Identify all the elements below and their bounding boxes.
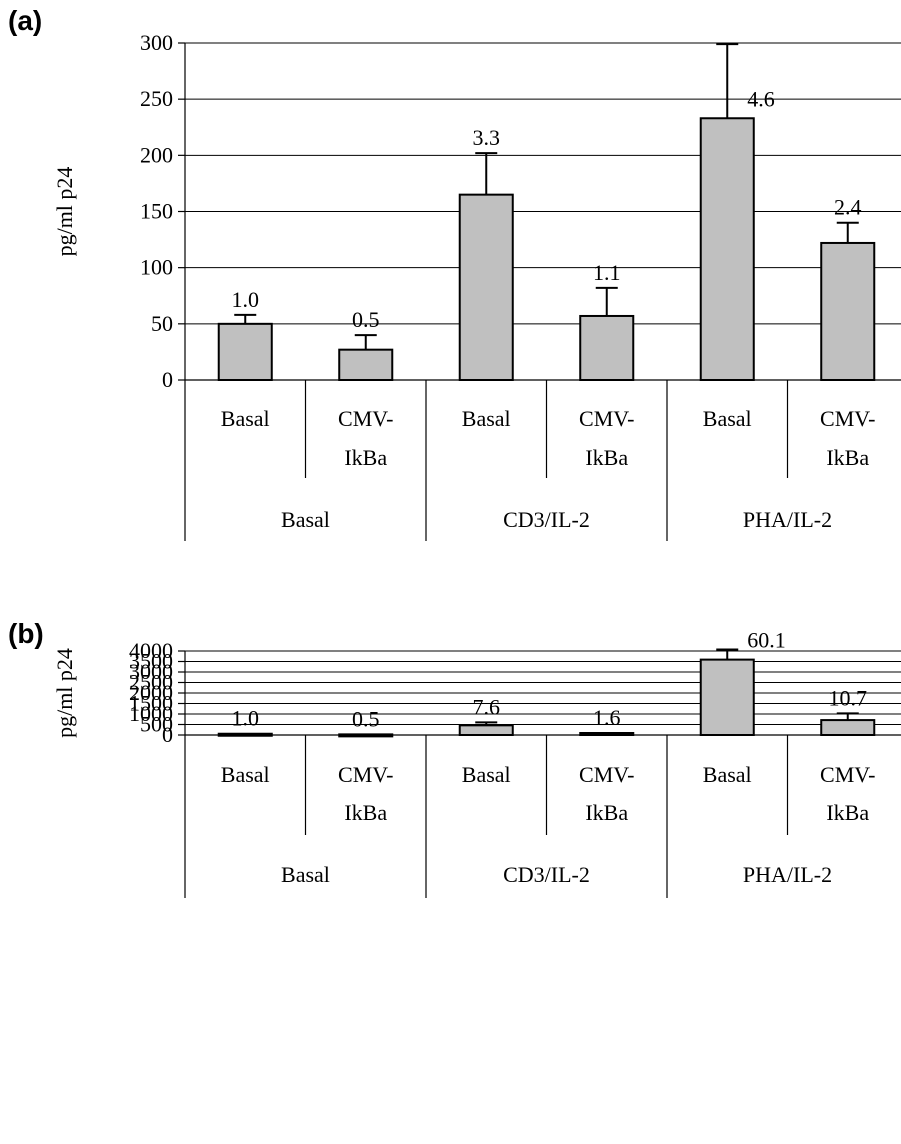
group-label: CD3/IL-2 [503,862,590,887]
bar [699,117,755,381]
bar [699,658,755,736]
bar [579,314,635,381]
category-label: IkBa [344,800,387,825]
bar [579,732,635,737]
y-tick-label: 1500 [129,691,173,716]
bar [217,732,273,737]
chart-panel-a: (a) 0 50 100 150 200 250 300 pg/ml p24 1.0 Basal 0.… [8,5,901,541]
category-label: IkBa [826,445,869,470]
category-label: Basal [221,762,270,787]
category-label: CMV- [579,406,634,431]
category-label: IkBa [585,445,628,470]
data-label: 7.6 [473,694,501,719]
category-label: CMV- [579,762,634,787]
category-label: IkBa [344,445,387,470]
y-tick-label: 250 [140,86,173,111]
y-tick-label: 150 [140,199,173,224]
group-label: PHA/IL-2 [743,862,832,887]
data-label: 0.5 [352,307,380,332]
y-tick-label: 500 [140,712,173,737]
y-tick-label: 1000 [129,701,173,726]
panel-letter: (b) [8,618,44,649]
data-label: 1.6 [593,705,621,730]
y-tick-label: 3500 [129,649,173,674]
bar [820,241,876,381]
bar [217,322,273,382]
y-tick-label: 0 [162,367,173,392]
data-label: 4.6 [747,86,775,111]
y-axis-title: pg/ml p24 [52,167,77,257]
y-tick-label: 4000 [129,638,173,663]
data-label: 0.5 [352,706,380,731]
group-label: Basal [281,862,330,887]
category-label: IkBa [585,800,628,825]
y-tick-label: 2000 [129,680,173,705]
category-label: CMV- [820,762,875,787]
y-tick-label: 200 [140,142,173,167]
data-label: 60.1 [747,628,786,653]
category-label: IkBa [826,800,869,825]
category-label: Basal [703,406,752,431]
category-label: Basal [462,406,511,431]
group-label: CD3/IL-2 [503,507,590,532]
y-tick-label: 3000 [129,659,173,684]
data-label: 1.0 [232,287,260,312]
category-label: CMV- [820,406,875,431]
data-label: 10.7 [829,685,868,710]
group-label: Basal [281,507,330,532]
category-label: CMV- [338,406,393,431]
data-label: 1.0 [232,706,260,731]
group-label: PHA/IL-2 [743,507,832,532]
bar [458,193,514,381]
category-label: CMV- [338,762,393,787]
category-label: Basal [462,762,511,787]
category-label: Basal [703,762,752,787]
bar [458,724,514,737]
data-label: 2.4 [834,195,862,220]
bar [820,719,876,737]
category-label: Basal [221,406,270,431]
data-label: 3.3 [473,125,501,150]
bar [338,733,394,738]
y-tick-label: 0 [162,722,173,747]
data-label: 1.1 [593,260,621,285]
panel-letter: (a) [8,5,42,36]
y-tick-label: 2500 [129,670,173,695]
y-tick-label: 50 [151,311,173,336]
bar [338,348,394,382]
y-tick-label: 300 [140,30,173,55]
y-axis-title: pg/ml p24 [52,648,77,738]
y-tick-label: 100 [140,255,173,280]
